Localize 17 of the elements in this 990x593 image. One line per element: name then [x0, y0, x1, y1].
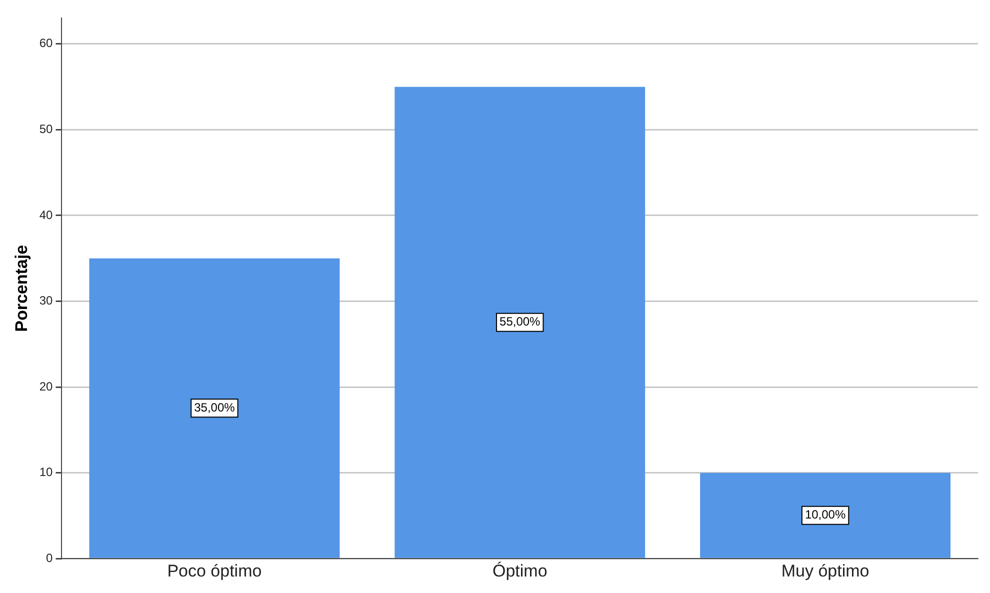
y-tick-label: 20 [39, 379, 54, 394]
y-tick-label: 10 [39, 465, 54, 480]
bar [394, 86, 646, 558]
bar [89, 258, 340, 558]
data-label: 55,00% [500, 314, 541, 329]
bar [700, 472, 951, 558]
x-tick-label: Muy óptimo [781, 561, 870, 580]
y-tick-label: 50 [39, 122, 54, 136]
y-tick-label: 0 [46, 550, 54, 565]
y-tick-label: 30 [39, 294, 54, 308]
data-label: 10,00% [804, 508, 846, 522]
y-tick-label: 40 [39, 208, 54, 222]
y-axis-title: Porcentaje [12, 244, 31, 332]
x-tick-label: Poco óptimo [167, 561, 262, 580]
y-tick-label: 60 [39, 36, 54, 50]
x-tick-label: Óptimo [492, 561, 548, 580]
data-label: 35,00% [194, 400, 236, 414]
